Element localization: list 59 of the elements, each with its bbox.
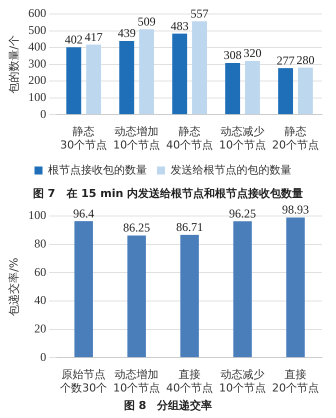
data-label: 98.93 xyxy=(282,202,310,217)
data-label: 277 xyxy=(276,53,295,68)
bar xyxy=(139,29,154,114)
data-label: 86.71 xyxy=(176,220,204,234)
legend-label: 根节点接收包的数量 xyxy=(48,163,147,176)
bar xyxy=(245,60,260,114)
x-tick-label: 静态40个节点 xyxy=(166,125,214,152)
data-label: 308 xyxy=(224,48,242,62)
x-tick-label: 静态30个节点 xyxy=(60,125,108,152)
x-tick-label: 直接40个节点 xyxy=(166,368,214,394)
y-tick-label: 0 xyxy=(40,106,46,121)
bar xyxy=(192,21,207,114)
y-axis-title: 包的数量/个 xyxy=(7,34,20,94)
x-tick-label: 动态增加10个节点 xyxy=(113,125,160,152)
caption: 图 7 在 15 min 内发送给根节点和根节点接收包数量 xyxy=(32,186,304,202)
bar xyxy=(66,47,82,114)
y-tick-label: 100 xyxy=(28,208,46,222)
legend-label: 发送给根节点的包的数量 xyxy=(170,163,292,176)
data-label: 86.25 xyxy=(123,220,150,235)
y-tick-label: 600 xyxy=(28,6,46,20)
bar xyxy=(119,40,134,114)
data-label: 96.4 xyxy=(73,206,94,220)
data-label: 96.25 xyxy=(229,206,256,220)
x-tick-label: 原始节点个数30个 xyxy=(60,368,108,394)
caption: 图 8 分组递交率 xyxy=(122,398,214,414)
y-tick-label: 20 xyxy=(34,321,46,336)
bar xyxy=(278,68,294,114)
data-label: 483 xyxy=(170,18,189,33)
x-tick-label: 动态增加10个节点 xyxy=(113,368,160,394)
y-tick-label: 300 xyxy=(28,56,46,70)
bar xyxy=(172,34,188,114)
x-tick-label: 静态20个节点 xyxy=(272,125,320,152)
y-tick-label: 500 xyxy=(28,22,46,37)
y-tick-label: 200 xyxy=(28,73,46,88)
bar xyxy=(86,44,102,114)
bar xyxy=(225,62,240,114)
y-tick-label: 40 xyxy=(34,293,46,308)
x-tick-label: 动态减少10个节点 xyxy=(219,125,266,152)
x-tick-label: 动态减少10个节点 xyxy=(219,368,266,394)
data-label: 280 xyxy=(296,52,314,67)
bar xyxy=(180,234,199,358)
y-tick-label: 60 xyxy=(34,264,46,279)
bar xyxy=(127,235,146,358)
y-tick-label: 400 xyxy=(28,40,46,54)
data-label: 417 xyxy=(84,30,103,44)
data-label: 439 xyxy=(118,26,136,40)
bar xyxy=(74,221,93,358)
y-tick-label: 100 xyxy=(28,90,46,104)
data-label: 509 xyxy=(138,14,156,28)
data-label: 320 xyxy=(243,46,262,60)
y-tick-label: 0 xyxy=(40,350,46,364)
y-axis-title: 包递交率/% xyxy=(7,258,20,316)
bar xyxy=(286,218,305,358)
bar xyxy=(233,221,252,358)
bar xyxy=(298,68,313,114)
y-tick-label: 80 xyxy=(34,236,46,250)
data-label: 402 xyxy=(64,32,83,46)
data-label: 557 xyxy=(190,6,209,20)
x-tick-label: 直接20个节点 xyxy=(272,368,320,394)
